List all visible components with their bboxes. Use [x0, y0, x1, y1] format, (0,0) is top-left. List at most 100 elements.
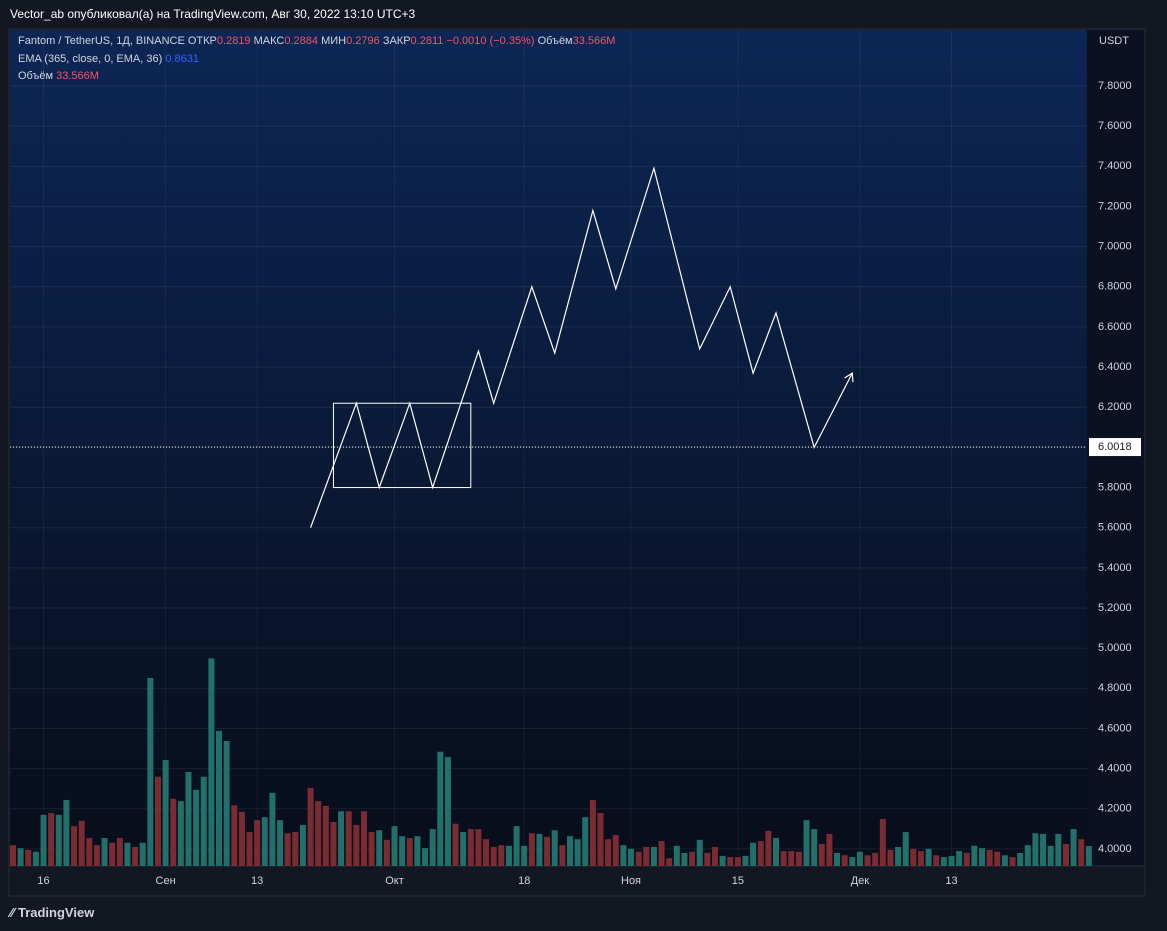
volume-bar — [689, 851, 696, 866]
volume-bar — [986, 849, 993, 866]
volume-bar — [559, 845, 566, 866]
y-tick-label: 5.4000 — [1098, 562, 1132, 574]
volume-bar — [55, 814, 62, 866]
volume-bar — [25, 849, 32, 866]
y-tick-label: 7.8000 — [1098, 80, 1132, 92]
volume-bar — [216, 730, 223, 866]
volume-bar — [544, 836, 551, 866]
value: 33.566M — [56, 70, 99, 82]
x-tick-label: 16 — [37, 875, 49, 887]
brand: ⁄⁄ TradingView — [10, 905, 95, 920]
volume-bar — [368, 832, 375, 866]
volume-bar — [261, 817, 268, 866]
volume-bar — [620, 845, 627, 866]
volume-bar — [406, 838, 413, 866]
volume-bar — [742, 855, 749, 866]
x-tick-label: Сен — [156, 875, 176, 887]
volume-bar — [315, 801, 322, 866]
volume-bar — [338, 811, 345, 866]
volume-bar — [1009, 857, 1016, 866]
volume-bar — [864, 855, 871, 866]
volume-bar — [872, 852, 879, 866]
volume-bar — [475, 829, 482, 866]
volume-bar — [643, 846, 650, 866]
volume-bar — [826, 833, 833, 866]
x-tick-label: 13 — [945, 875, 957, 887]
volume-bar — [673, 845, 680, 866]
plot-area — [10, 30, 1087, 866]
volume-bar — [711, 846, 718, 866]
volume-bar — [1070, 829, 1077, 866]
y-tick-label: 6.4000 — [1098, 361, 1132, 373]
y-tick-label: 5.8000 — [1098, 481, 1132, 493]
volume-bar — [1001, 855, 1008, 866]
volume-bar — [795, 851, 802, 866]
volume-bar — [40, 814, 47, 866]
volume-bar — [124, 842, 131, 866]
legend-ema: EMA (365, close, 0, EMA, 36) 0.8631 — [18, 53, 199, 65]
drawing-line — [310, 166, 853, 528]
volume-bar — [803, 820, 810, 866]
volume-bar — [574, 839, 581, 866]
volume-bar — [811, 829, 818, 866]
volume-bar — [551, 830, 558, 866]
volume-bar — [895, 846, 902, 866]
volume-bar — [528, 833, 535, 866]
volume-bar — [490, 846, 497, 866]
volume-bar — [536, 833, 543, 866]
volume-bar — [635, 851, 642, 866]
volume-bar — [681, 852, 688, 866]
volume-bar — [391, 826, 398, 866]
volume-bar — [1047, 845, 1054, 866]
volume-bar — [887, 849, 894, 866]
volume-bar — [788, 851, 795, 866]
volume-bar — [971, 845, 978, 866]
volume-bar — [231, 805, 238, 866]
volume-bar — [238, 811, 245, 866]
volume-bar — [460, 832, 467, 866]
volume-bar — [666, 858, 673, 866]
volume-bar — [177, 801, 184, 866]
volume-bar — [750, 842, 757, 866]
volume-bar — [925, 848, 932, 866]
volume-bar — [940, 857, 947, 866]
volume-bar — [71, 826, 78, 866]
y-tick-label: 7.2000 — [1098, 200, 1132, 212]
volume-bar — [93, 845, 100, 866]
volume-bar — [116, 838, 123, 866]
volume-bar — [605, 839, 612, 866]
label: Объём — [537, 35, 573, 47]
y-tick-label: 5.6000 — [1098, 522, 1132, 534]
volume-bar — [704, 852, 711, 866]
y-tick-label: 7.6000 — [1098, 120, 1132, 132]
y-tick-label: 4.6000 — [1098, 722, 1132, 734]
y-tick-label: 5.2000 — [1098, 602, 1132, 614]
volume-bar — [902, 832, 909, 866]
label: EMA (365, close, 0, EMA, 36) — [18, 53, 163, 65]
volume-bar — [467, 829, 474, 866]
label: Объём — [18, 70, 54, 82]
y-tick-label: 4.2000 — [1098, 803, 1132, 815]
volume-bar — [757, 841, 764, 866]
volume-bar — [429, 829, 436, 866]
volume-bar — [277, 820, 284, 866]
volume-bar — [956, 851, 963, 866]
y-tick-label: 4.8000 — [1098, 682, 1132, 694]
volume-bar — [48, 813, 55, 866]
label: МАКС — [253, 35, 285, 47]
volume-bar — [498, 845, 505, 866]
volume-bar — [1055, 833, 1062, 866]
volume-bar — [414, 836, 421, 866]
x-tick-label: 15 — [732, 875, 744, 887]
volume-bar — [696, 839, 703, 866]
volume-bar — [582, 817, 589, 866]
volume-bar — [566, 836, 573, 866]
volume-bar — [589, 799, 596, 866]
volume-bar — [650, 846, 657, 866]
volume-bar — [513, 826, 520, 866]
symbol: Fantom / TetherUS, 1Д, BINANCE — [18, 35, 185, 47]
volume-bar — [658, 841, 665, 866]
volume-bar — [483, 839, 490, 866]
volume-bar — [376, 830, 383, 866]
